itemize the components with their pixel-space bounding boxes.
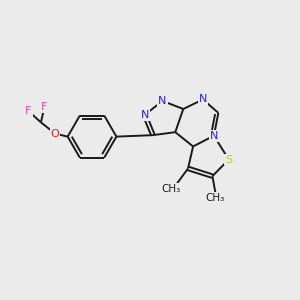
Text: N: N — [210, 131, 218, 141]
Text: S: S — [225, 154, 232, 164]
Text: CH₃: CH₃ — [162, 184, 181, 194]
Text: N: N — [158, 96, 167, 106]
Text: F: F — [25, 106, 32, 116]
Text: F: F — [41, 102, 48, 112]
Text: N: N — [199, 94, 207, 104]
Text: O: O — [51, 129, 60, 139]
Text: N: N — [140, 110, 149, 120]
Text: CH₃: CH₃ — [206, 193, 225, 203]
